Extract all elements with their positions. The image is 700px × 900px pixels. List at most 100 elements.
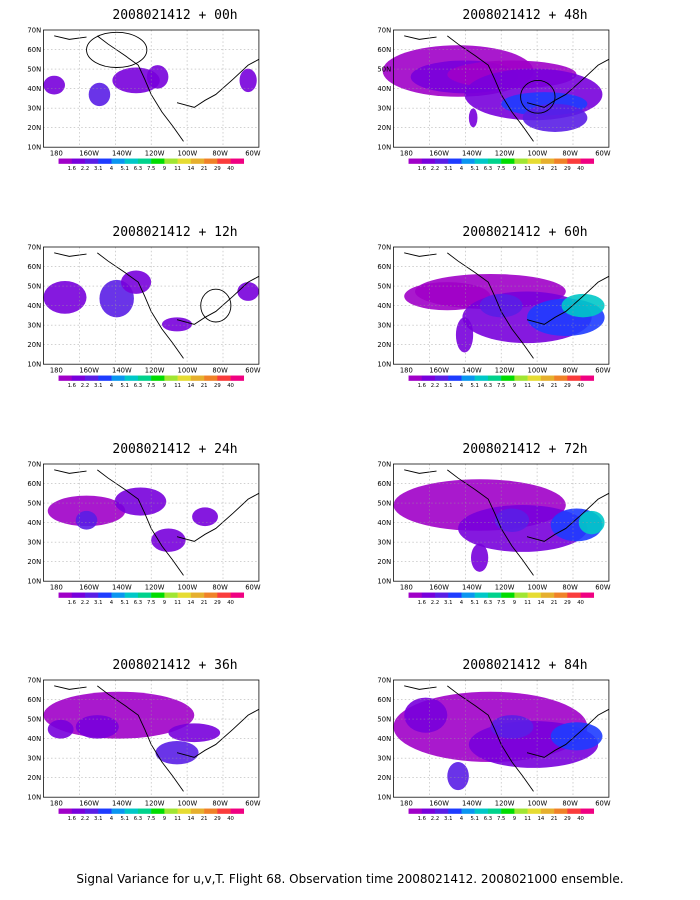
- colorbar-swatch: [514, 808, 528, 814]
- colorbar-label: 6.3: [484, 600, 492, 606]
- colorbar-swatch: [151, 158, 165, 164]
- lon-tick-label: 140W: [112, 150, 132, 158]
- variance-contour: [151, 528, 186, 552]
- colorbar-swatch: [567, 592, 581, 598]
- map-panel: 10N 20N 30N 40N 50N 60N 70N 180 160W 140W 120W 100W…: [377, 676, 610, 822]
- variance-contour: [479, 293, 523, 318]
- lon-tick-label: 180: [50, 800, 63, 808]
- colorbar-swatch: [474, 375, 489, 381]
- colorbar-label: 1.6: [68, 383, 77, 389]
- lat-tick-label: 70N: [377, 676, 391, 684]
- colorbar-swatch: [137, 592, 152, 598]
- colorbar-swatch: [527, 592, 542, 598]
- colorbar-swatch: [98, 158, 112, 164]
- colorbar-label: 29: [214, 600, 221, 606]
- lat-tick-label: 40N: [377, 302, 391, 310]
- lon-tick-label: 60W: [595, 584, 611, 592]
- colorbar-swatch: [448, 592, 462, 598]
- lon-tick-label: 140W: [112, 367, 132, 375]
- colorbar-label: 40: [577, 816, 584, 822]
- colorbar-swatch: [58, 808, 73, 814]
- panel-title: 2008021412 + 72h: [462, 442, 588, 457]
- coastline: [404, 35, 610, 142]
- colorbar-label: 21: [551, 816, 558, 822]
- colorbar-swatch: [190, 592, 205, 598]
- lat-tick-label: 70N: [377, 243, 391, 251]
- colorbar-swatch: [98, 808, 112, 814]
- colorbar-label: 5.1: [121, 166, 129, 172]
- lat-tick-label: 50N: [27, 282, 41, 290]
- colorbar-label: 14: [537, 600, 544, 606]
- lat-tick-label: 40N: [377, 735, 391, 743]
- variance-contour: [192, 507, 218, 527]
- variance-contour: [43, 75, 65, 95]
- colorbar-label: 3.1: [444, 600, 452, 606]
- colorbar-swatch: [435, 375, 449, 381]
- colorbar-swatch: [408, 592, 423, 598]
- colorbar-label: 7.5: [147, 383, 155, 389]
- colorbar-swatch: [137, 375, 152, 381]
- lat-tick-label: 20N: [377, 558, 391, 566]
- variance-contour: [404, 282, 491, 311]
- colorbar-swatch: [501, 158, 515, 164]
- colorbar-label: 4: [110, 816, 114, 822]
- lon-tick-label: 180: [400, 584, 413, 592]
- panel-title: 2008021412 + 24h: [112, 442, 238, 457]
- coastline: [54, 252, 260, 359]
- colorbar-swatch: [177, 375, 192, 381]
- panel-title: 2008021412 + 60h: [462, 225, 588, 240]
- lon-tick-label: 160W: [429, 584, 449, 592]
- colorbar-swatch: [164, 158, 178, 164]
- variance-field: [43, 65, 257, 107]
- map-frame: [43, 29, 260, 148]
- colorbar-swatch: [111, 808, 125, 814]
- variance-contour: [239, 68, 257, 93]
- panel-title: 2008021412 + 12h: [112, 225, 238, 240]
- colorbar-label: 2.2: [81, 600, 89, 606]
- colorbar-label: 3.1: [444, 166, 452, 172]
- colorbar-swatch: [474, 592, 489, 598]
- lat-tick-label: 60N: [27, 263, 41, 271]
- variance-contour: [161, 317, 193, 332]
- colorbar-swatch: [501, 808, 515, 814]
- coastline: [404, 469, 610, 576]
- colorbar-swatch: [190, 375, 205, 381]
- colorbar-label: 7.5: [497, 383, 505, 389]
- lat-tick-label: 60N: [27, 46, 41, 54]
- lat-lon-grid: [43, 680, 259, 798]
- map-panel: 10N 20N 30N 40N 50N 60N 70N 180 160W 140W 120W 100W…: [27, 243, 260, 389]
- colorbar-label: 40: [227, 600, 234, 606]
- lon-tick-label: 80W: [562, 584, 578, 592]
- colorbar-swatch: [580, 375, 595, 381]
- colorbar-label: 9: [163, 600, 166, 606]
- colorbar-label: 7.5: [147, 600, 155, 606]
- lat-tick-label: 60N: [377, 480, 391, 488]
- lon-tick-label: 100W: [178, 150, 198, 158]
- variance-contour: [490, 715, 534, 739]
- lat-tick-label: 70N: [27, 460, 41, 468]
- colorbar-swatch: [514, 375, 528, 381]
- variance-contour: [47, 719, 74, 739]
- colorbar-label: 7.5: [497, 166, 505, 172]
- colorbar-label: 6.3: [484, 383, 492, 389]
- colorbar-label: 5.1: [471, 600, 479, 606]
- lon-tick-label: 160W: [79, 584, 99, 592]
- colorbar-swatch: [58, 592, 73, 598]
- lon-tick-label: 60W: [595, 150, 611, 158]
- map-panel: 10N 20N 30N 40N 50N 60N 70N 180 160W 140W 120W 100W…: [377, 460, 611, 606]
- colorbar-label: 9: [163, 816, 166, 822]
- lon-tick-label: 100W: [528, 584, 548, 592]
- variance-contour: [88, 82, 111, 107]
- coastline: [54, 685, 260, 792]
- colorbar-label: 5.1: [471, 166, 479, 172]
- lat-tick-label: 40N: [377, 85, 391, 93]
- lat-tick-label: 20N: [27, 124, 41, 132]
- colorbar-label: 2.2: [431, 166, 439, 172]
- colorbar-label: 5.1: [121, 383, 129, 389]
- colorbar-label: 4: [460, 383, 464, 389]
- colorbar-label: 9: [513, 166, 516, 172]
- lat-tick-label: 50N: [27, 65, 41, 73]
- lon-tick-label: 140W: [462, 367, 482, 375]
- colorbar-swatch: [124, 592, 139, 598]
- colorbar-swatch: [230, 808, 245, 814]
